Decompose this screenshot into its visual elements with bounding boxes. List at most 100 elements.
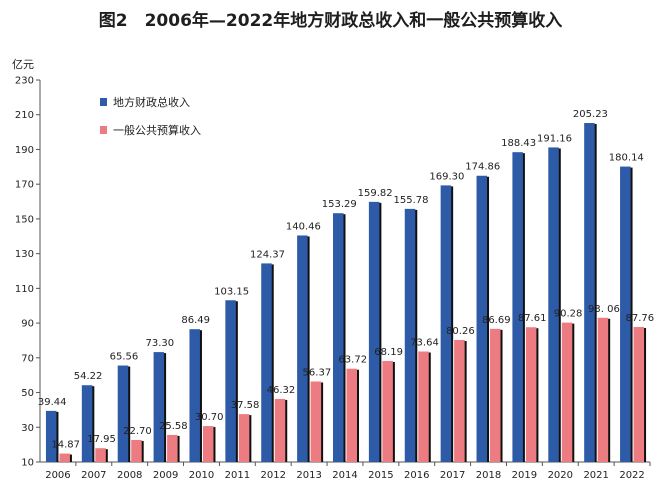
- bar-general-budget-revenue: [95, 448, 106, 462]
- bar-general-budget-revenue: [202, 426, 214, 462]
- legend-swatch-general-budget-revenue: [100, 126, 107, 134]
- bar-general-budget-revenue: [525, 327, 537, 462]
- bar-general-budget-revenue: [167, 434, 178, 462]
- bar-value-label: 73.64: [410, 337, 439, 348]
- bar-value-label: 86.69: [482, 315, 511, 326]
- bar-total-revenue: [620, 166, 631, 463]
- x-tick-label: 2018: [476, 470, 501, 481]
- bar-general-budget-revenue: [238, 414, 250, 462]
- x-tick-group: 2006 2007 2008 2009 2010 2011 2012 2013 2014 2015…: [45, 462, 651, 481]
- bar-value-label: 87.76: [625, 313, 654, 324]
- y-tick-group: 10 30 50 70 90 110 130 150 170 190 210 230: [15, 76, 40, 469]
- bar-value-label: 153.29: [322, 199, 357, 210]
- legend: 地方财政总收入 一般公共预算收入: [100, 95, 201, 137]
- x-tick-label: 2012: [261, 470, 286, 481]
- x-tick-label: 2013: [296, 470, 321, 481]
- bar-value-label: 39.44: [38, 397, 67, 408]
- bar-value-label: 22.70: [123, 426, 152, 437]
- y-tick-label: 170: [15, 180, 34, 191]
- bar-value-label: 25.58: [159, 421, 188, 432]
- bar-value-label: 124.37: [250, 249, 285, 260]
- bar-total-revenue: [512, 152, 523, 462]
- bar-value-label: 54.22: [74, 371, 103, 382]
- bar-value-label: 90.28: [554, 309, 583, 320]
- bar-total-revenue: [153, 352, 165, 462]
- bar-total-revenue: [548, 147, 559, 462]
- bar-value-label: 93. 06: [588, 304, 620, 315]
- bar-general-budget-revenue: [490, 328, 501, 462]
- y-tick-label: 110: [15, 284, 34, 295]
- bar-value-label: 46.32: [267, 385, 296, 396]
- y-axis-label: 亿元: [12, 58, 34, 71]
- bar-total-revenue: [45, 410, 57, 462]
- bar-general-budget-revenue: [382, 360, 393, 462]
- x-tick-label: 2017: [440, 470, 465, 481]
- bar-general-budget-revenue: [131, 439, 142, 462]
- bar-value-label: 159.82: [358, 188, 393, 199]
- bar-value-label: 86.49: [181, 315, 210, 326]
- legend-label-total-revenue: 地方财政总收入: [113, 95, 190, 109]
- x-tick-label: 2021: [583, 470, 608, 481]
- bar-general-budget-revenue: [59, 453, 70, 462]
- bar-value-label: 63.72: [338, 355, 367, 366]
- bar-value-label: 87.61: [518, 313, 547, 324]
- bar-value-label: 205.23: [573, 109, 608, 120]
- legend-swatch-total-revenue: [100, 98, 107, 106]
- bar-general-budget-revenue: [454, 340, 465, 462]
- x-tick-label: 2022: [619, 470, 644, 481]
- bar-total-revenue: [117, 365, 129, 462]
- y-tick-label: 130: [15, 249, 34, 260]
- legend-label-general-budget-revenue: 一般公共预算收入: [113, 123, 201, 137]
- bar-total-revenue: [225, 300, 236, 462]
- bar-value-label: 155.78: [394, 195, 429, 206]
- bar-value-label: 56.37: [303, 367, 332, 378]
- bar-total-revenue: [584, 123, 595, 462]
- x-tick-label: 2011: [225, 470, 250, 481]
- bar-total-revenue: [368, 201, 380, 462]
- bar-general-budget-revenue: [418, 351, 429, 462]
- bar-value-label: 140.46: [286, 221, 321, 232]
- bar-general-budget-revenue: [274, 398, 286, 462]
- bar-total-revenue: [81, 385, 93, 462]
- bar-value-label: 174.86: [465, 162, 500, 173]
- y-tick-label: 150: [15, 214, 34, 225]
- y-tick-label: 90: [21, 319, 34, 330]
- bar-value-label: 65.56: [110, 352, 139, 363]
- x-tick-label: 2010: [189, 470, 214, 481]
- x-tick-label: 2007: [81, 470, 106, 481]
- y-tick-label: 70: [21, 353, 34, 364]
- bar-value-label: 17.95: [87, 434, 116, 445]
- x-tick-label: 2020: [548, 470, 573, 481]
- bar-total-revenue: [404, 208, 416, 462]
- x-tick-label: 2019: [512, 470, 537, 481]
- bar-total-revenue: [189, 329, 200, 462]
- y-tick-label: 230: [15, 76, 34, 87]
- bar-value-label: 73.30: [146, 338, 175, 349]
- bar-general-budget-revenue: [346, 368, 357, 462]
- bar-value-label: 188.43: [501, 138, 536, 149]
- bar-value-label: 180.14: [609, 153, 644, 164]
- bar-value-label: 30.70: [195, 412, 224, 423]
- y-tick-label: 10: [21, 458, 34, 469]
- x-tick-label: 2015: [368, 470, 393, 481]
- bars-group: 39.44 14.87 54.22 17.95 65.56 22.70 73.30 25.58…: [38, 109, 654, 463]
- bar-general-budget-revenue: [561, 322, 573, 462]
- bar-value-label: 169.30: [429, 171, 464, 182]
- bar-value-label: 103.15: [214, 286, 249, 297]
- bar-total-revenue: [297, 235, 308, 462]
- bar-general-budget-revenue: [633, 326, 645, 462]
- bar-general-budget-revenue: [310, 381, 322, 462]
- bar-value-label: 68.19: [374, 347, 403, 358]
- y-tick-label: 190: [15, 145, 34, 156]
- bar-value-label: 80.26: [446, 326, 475, 337]
- bar-value-label: 37.58: [231, 400, 260, 411]
- y-tick-label: 210: [15, 110, 34, 121]
- x-tick-label: 2006: [45, 470, 70, 481]
- bar-value-label: 14.87: [51, 440, 80, 451]
- x-tick-label: 2008: [117, 470, 142, 481]
- bar-total-revenue: [476, 175, 488, 462]
- x-tick-label: 2014: [332, 470, 357, 481]
- y-tick-label: 50: [21, 388, 34, 399]
- y-tick-label: 30: [21, 423, 34, 434]
